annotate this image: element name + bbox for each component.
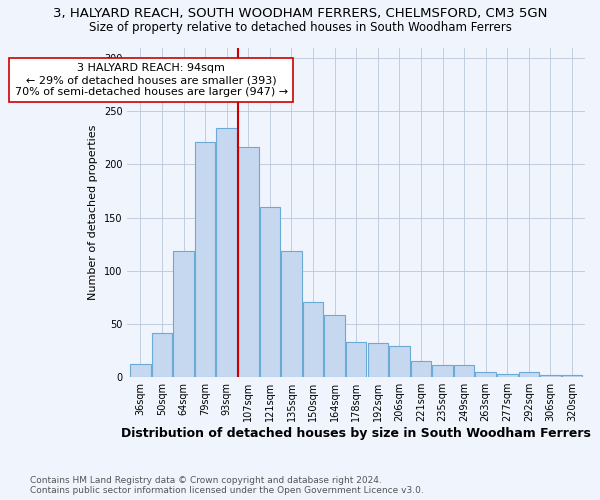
Bar: [518, 372, 539, 377]
Text: 3, HALYARD REACH, SOUTH WOODHAM FERRERS, CHELMSFORD, CM3 5GN: 3, HALYARD REACH, SOUTH WOODHAM FERRERS,…: [53, 8, 547, 20]
Bar: [130, 364, 151, 377]
Bar: [281, 250, 302, 377]
Bar: [217, 128, 237, 377]
Y-axis label: Number of detached properties: Number of detached properties: [88, 124, 98, 300]
Bar: [411, 361, 431, 377]
Bar: [368, 343, 388, 377]
X-axis label: Distribution of detached houses by size in South Woodham Ferrers: Distribution of detached houses by size …: [121, 427, 591, 440]
Bar: [454, 366, 475, 377]
Bar: [346, 342, 367, 377]
Bar: [497, 374, 518, 377]
Text: Contains HM Land Registry data © Crown copyright and database right 2024.
Contai: Contains HM Land Registry data © Crown c…: [30, 476, 424, 495]
Bar: [238, 148, 259, 377]
Text: Size of property relative to detached houses in South Woodham Ferrers: Size of property relative to detached ho…: [89, 21, 511, 34]
Bar: [152, 334, 172, 377]
Bar: [562, 375, 583, 377]
Bar: [389, 346, 410, 377]
Bar: [432, 366, 453, 377]
Bar: [173, 250, 194, 377]
Bar: [540, 375, 561, 377]
Bar: [475, 372, 496, 377]
Text: 3 HALYARD REACH: 94sqm
← 29% of detached houses are smaller (393)
70% of semi-de: 3 HALYARD REACH: 94sqm ← 29% of detached…: [14, 64, 288, 96]
Bar: [260, 207, 280, 377]
Bar: [303, 302, 323, 377]
Bar: [325, 316, 345, 377]
Bar: [195, 142, 215, 377]
